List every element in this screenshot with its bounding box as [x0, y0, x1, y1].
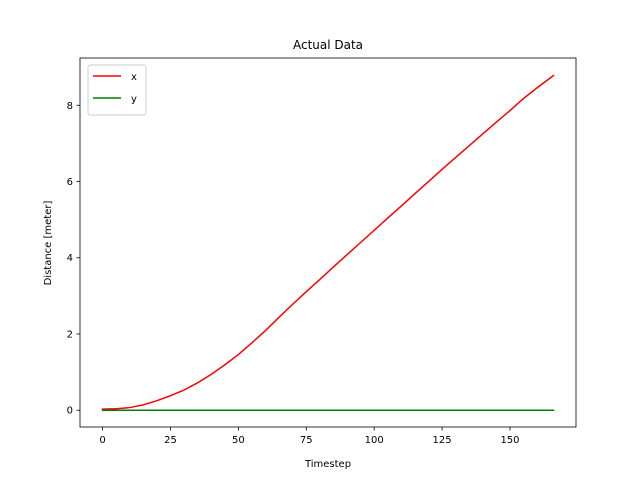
legend: xy [87, 64, 147, 116]
x-tick-label: 0 [99, 435, 105, 446]
x-tick-label: 75 [300, 435, 313, 446]
y-tick-label: 4 [67, 253, 73, 264]
legend-label-y: y [131, 94, 137, 105]
series-line-x [101, 74, 555, 410]
legend-box [87, 64, 147, 116]
y-tick-label: 8 [67, 101, 73, 112]
x-tick-label: 50 [232, 435, 245, 446]
chart-title: Actual Data [293, 38, 363, 52]
x-tick-label: 100 [365, 435, 384, 446]
x-tick-label: 25 [164, 435, 177, 446]
y-axis-label: Distance [meter] [43, 201, 54, 286]
axes-layer: 0 25 50 75 100 125 150 0 2 4 6 8 [67, 57, 577, 446]
y-tick-label: 6 [67, 177, 73, 188]
legend-label-x: x [131, 72, 137, 83]
x-tick-label: 150 [500, 435, 519, 446]
x-axis-label: Timestep [304, 459, 351, 470]
x-tick-label: 125 [433, 435, 452, 446]
y-tick-label: 2 [67, 329, 73, 340]
y-tick-label: 0 [67, 406, 73, 417]
series-layer [101, 74, 555, 411]
plot-frame [79, 57, 577, 428]
